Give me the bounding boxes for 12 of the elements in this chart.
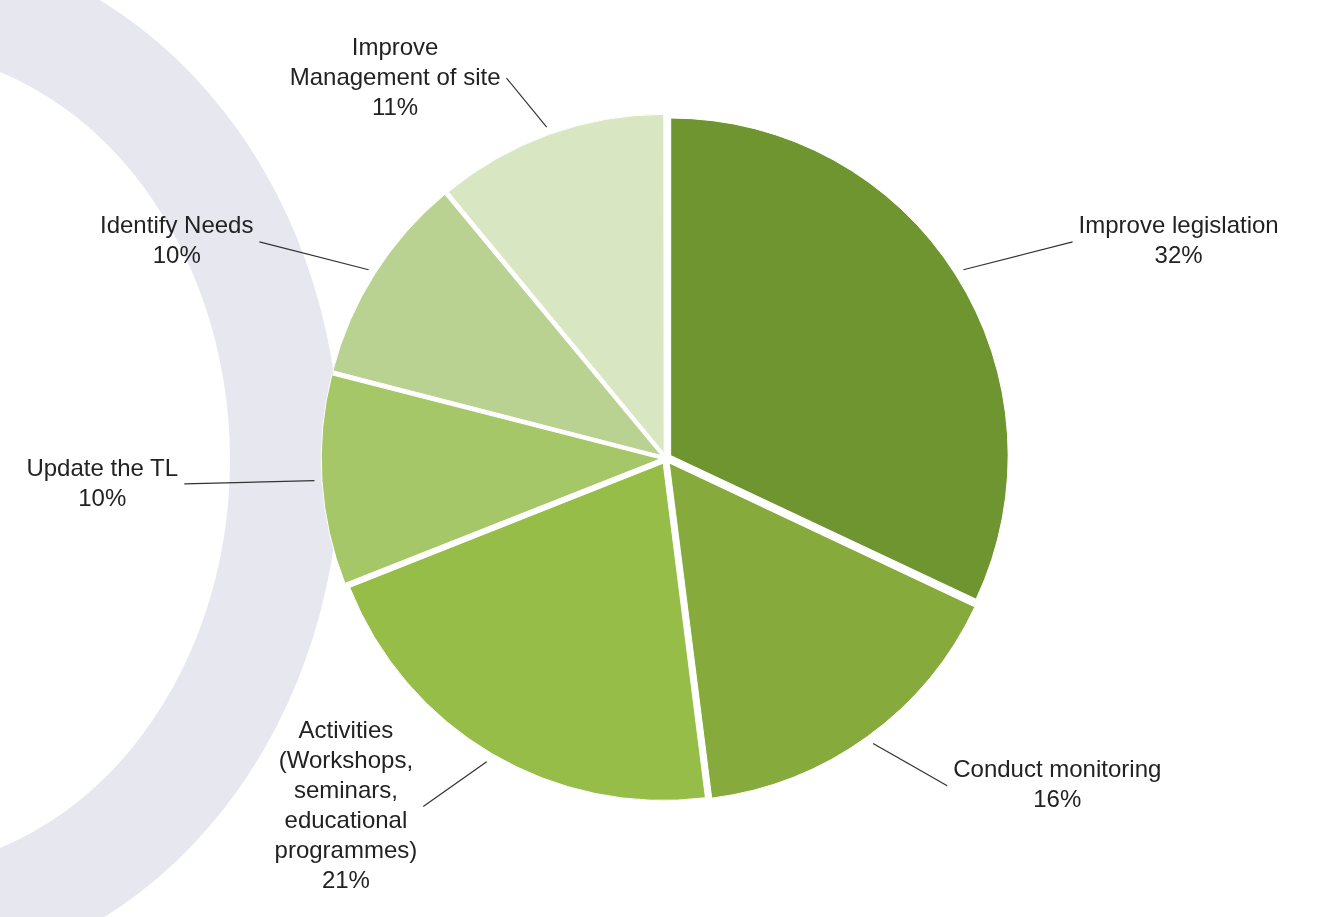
- slice-label: Improve Management of site: [289, 32, 501, 90]
- slice-label: Update the TL: [26, 453, 179, 481]
- slice-label: Activities (Workshops, seminars, educational programmes): [274, 716, 418, 864]
- slice-label: Conduct monitoring: [953, 755, 1162, 783]
- slice-label: Improve legislation: [1078, 211, 1279, 239]
- data-label: 10%: [152, 241, 201, 269]
- data-label: 11%: [371, 92, 419, 120]
- data-label: 21%: [321, 866, 370, 894]
- data-label: 32%: [1154, 241, 1203, 269]
- slice-label: Identify Needs: [100, 211, 254, 239]
- data-label: 16%: [1033, 785, 1082, 813]
- data-label: 10%: [78, 483, 127, 511]
